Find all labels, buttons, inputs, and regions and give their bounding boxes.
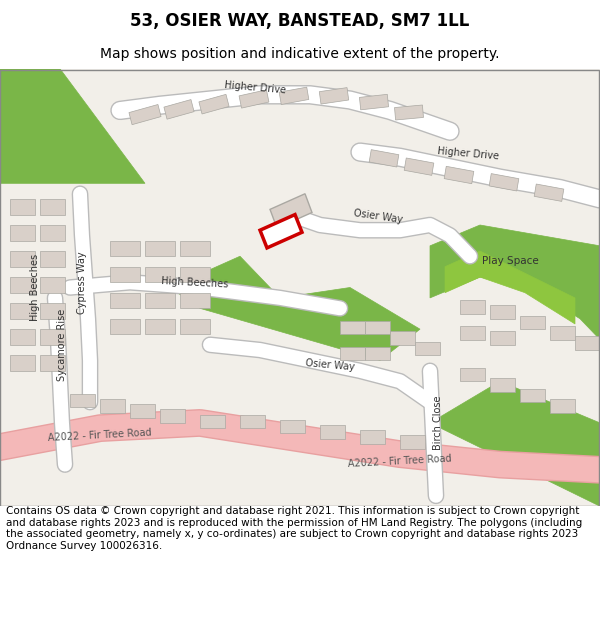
- Bar: [365, 321, 390, 334]
- Bar: [534, 184, 564, 201]
- Bar: [145, 319, 175, 334]
- Bar: [240, 414, 265, 428]
- Text: Birch Close: Birch Close: [433, 396, 443, 450]
- Text: Cypress Way: Cypress Way: [77, 251, 87, 314]
- Bar: [520, 316, 545, 329]
- Bar: [199, 94, 229, 114]
- Bar: [40, 225, 65, 241]
- Bar: [145, 267, 175, 282]
- Polygon shape: [260, 214, 302, 248]
- Polygon shape: [430, 381, 600, 506]
- Polygon shape: [170, 256, 420, 361]
- Bar: [180, 319, 210, 334]
- Bar: [145, 241, 175, 256]
- Bar: [110, 267, 140, 282]
- Bar: [365, 347, 390, 361]
- Polygon shape: [445, 251, 575, 324]
- Bar: [280, 420, 305, 433]
- Bar: [400, 436, 425, 449]
- Text: Sycamore Rise: Sycamore Rise: [57, 309, 67, 381]
- Bar: [359, 94, 389, 110]
- Bar: [110, 241, 140, 256]
- Bar: [369, 149, 399, 167]
- Bar: [10, 199, 35, 214]
- Bar: [160, 409, 185, 423]
- Text: High Beeches: High Beeches: [161, 276, 229, 289]
- Bar: [395, 105, 424, 120]
- Text: A2022 - Fir Tree Road: A2022 - Fir Tree Road: [348, 454, 452, 469]
- Bar: [239, 90, 269, 108]
- Bar: [180, 267, 210, 282]
- Bar: [40, 199, 65, 214]
- Bar: [415, 342, 440, 355]
- Text: Higher Drive: Higher Drive: [437, 146, 499, 162]
- Bar: [40, 329, 65, 345]
- Bar: [164, 99, 194, 119]
- Text: 53, OSIER WAY, BANSTEAD, SM7 1LL: 53, OSIER WAY, BANSTEAD, SM7 1LL: [130, 12, 470, 30]
- Bar: [550, 326, 575, 339]
- Bar: [10, 225, 35, 241]
- Bar: [490, 305, 515, 319]
- Bar: [129, 104, 161, 124]
- Bar: [40, 251, 65, 267]
- Bar: [10, 355, 35, 371]
- Polygon shape: [430, 225, 600, 339]
- Bar: [489, 174, 519, 191]
- Bar: [390, 331, 415, 345]
- Bar: [340, 347, 365, 361]
- Bar: [550, 399, 575, 412]
- Bar: [70, 394, 95, 408]
- Text: High Beeches: High Beeches: [30, 254, 40, 321]
- Text: Osier Way: Osier Way: [353, 208, 403, 225]
- Bar: [10, 303, 35, 319]
- Polygon shape: [270, 194, 312, 228]
- Bar: [145, 292, 175, 308]
- Bar: [110, 319, 140, 334]
- Bar: [490, 378, 515, 392]
- Text: Play Space: Play Space: [482, 256, 538, 266]
- Bar: [319, 88, 349, 104]
- Bar: [575, 336, 600, 350]
- Text: A2022 - Fir Tree Road: A2022 - Fir Tree Road: [48, 428, 152, 443]
- Text: Osier Way: Osier Way: [305, 359, 355, 372]
- Text: Map shows position and indicative extent of the property.: Map shows position and indicative extent…: [100, 47, 500, 61]
- Bar: [490, 331, 515, 345]
- Polygon shape: [0, 69, 145, 183]
- Bar: [279, 87, 309, 104]
- Bar: [360, 430, 385, 444]
- Bar: [460, 368, 485, 381]
- Bar: [180, 241, 210, 256]
- Bar: [130, 404, 155, 418]
- Bar: [40, 277, 65, 292]
- Bar: [10, 277, 35, 292]
- Bar: [340, 321, 365, 334]
- Bar: [180, 292, 210, 308]
- Bar: [10, 251, 35, 267]
- Bar: [460, 300, 485, 314]
- Bar: [444, 166, 474, 184]
- Text: Higher Drive: Higher Drive: [224, 80, 286, 95]
- Bar: [40, 303, 65, 319]
- Bar: [520, 389, 545, 402]
- Bar: [110, 292, 140, 308]
- Bar: [100, 399, 125, 412]
- Bar: [40, 355, 65, 371]
- Bar: [320, 425, 345, 439]
- Bar: [200, 414, 225, 428]
- Bar: [10, 329, 35, 345]
- Polygon shape: [0, 69, 600, 506]
- Bar: [460, 326, 485, 339]
- Bar: [404, 158, 434, 176]
- Text: Contains OS data © Crown copyright and database right 2021. This information is : Contains OS data © Crown copyright and d…: [6, 506, 582, 551]
